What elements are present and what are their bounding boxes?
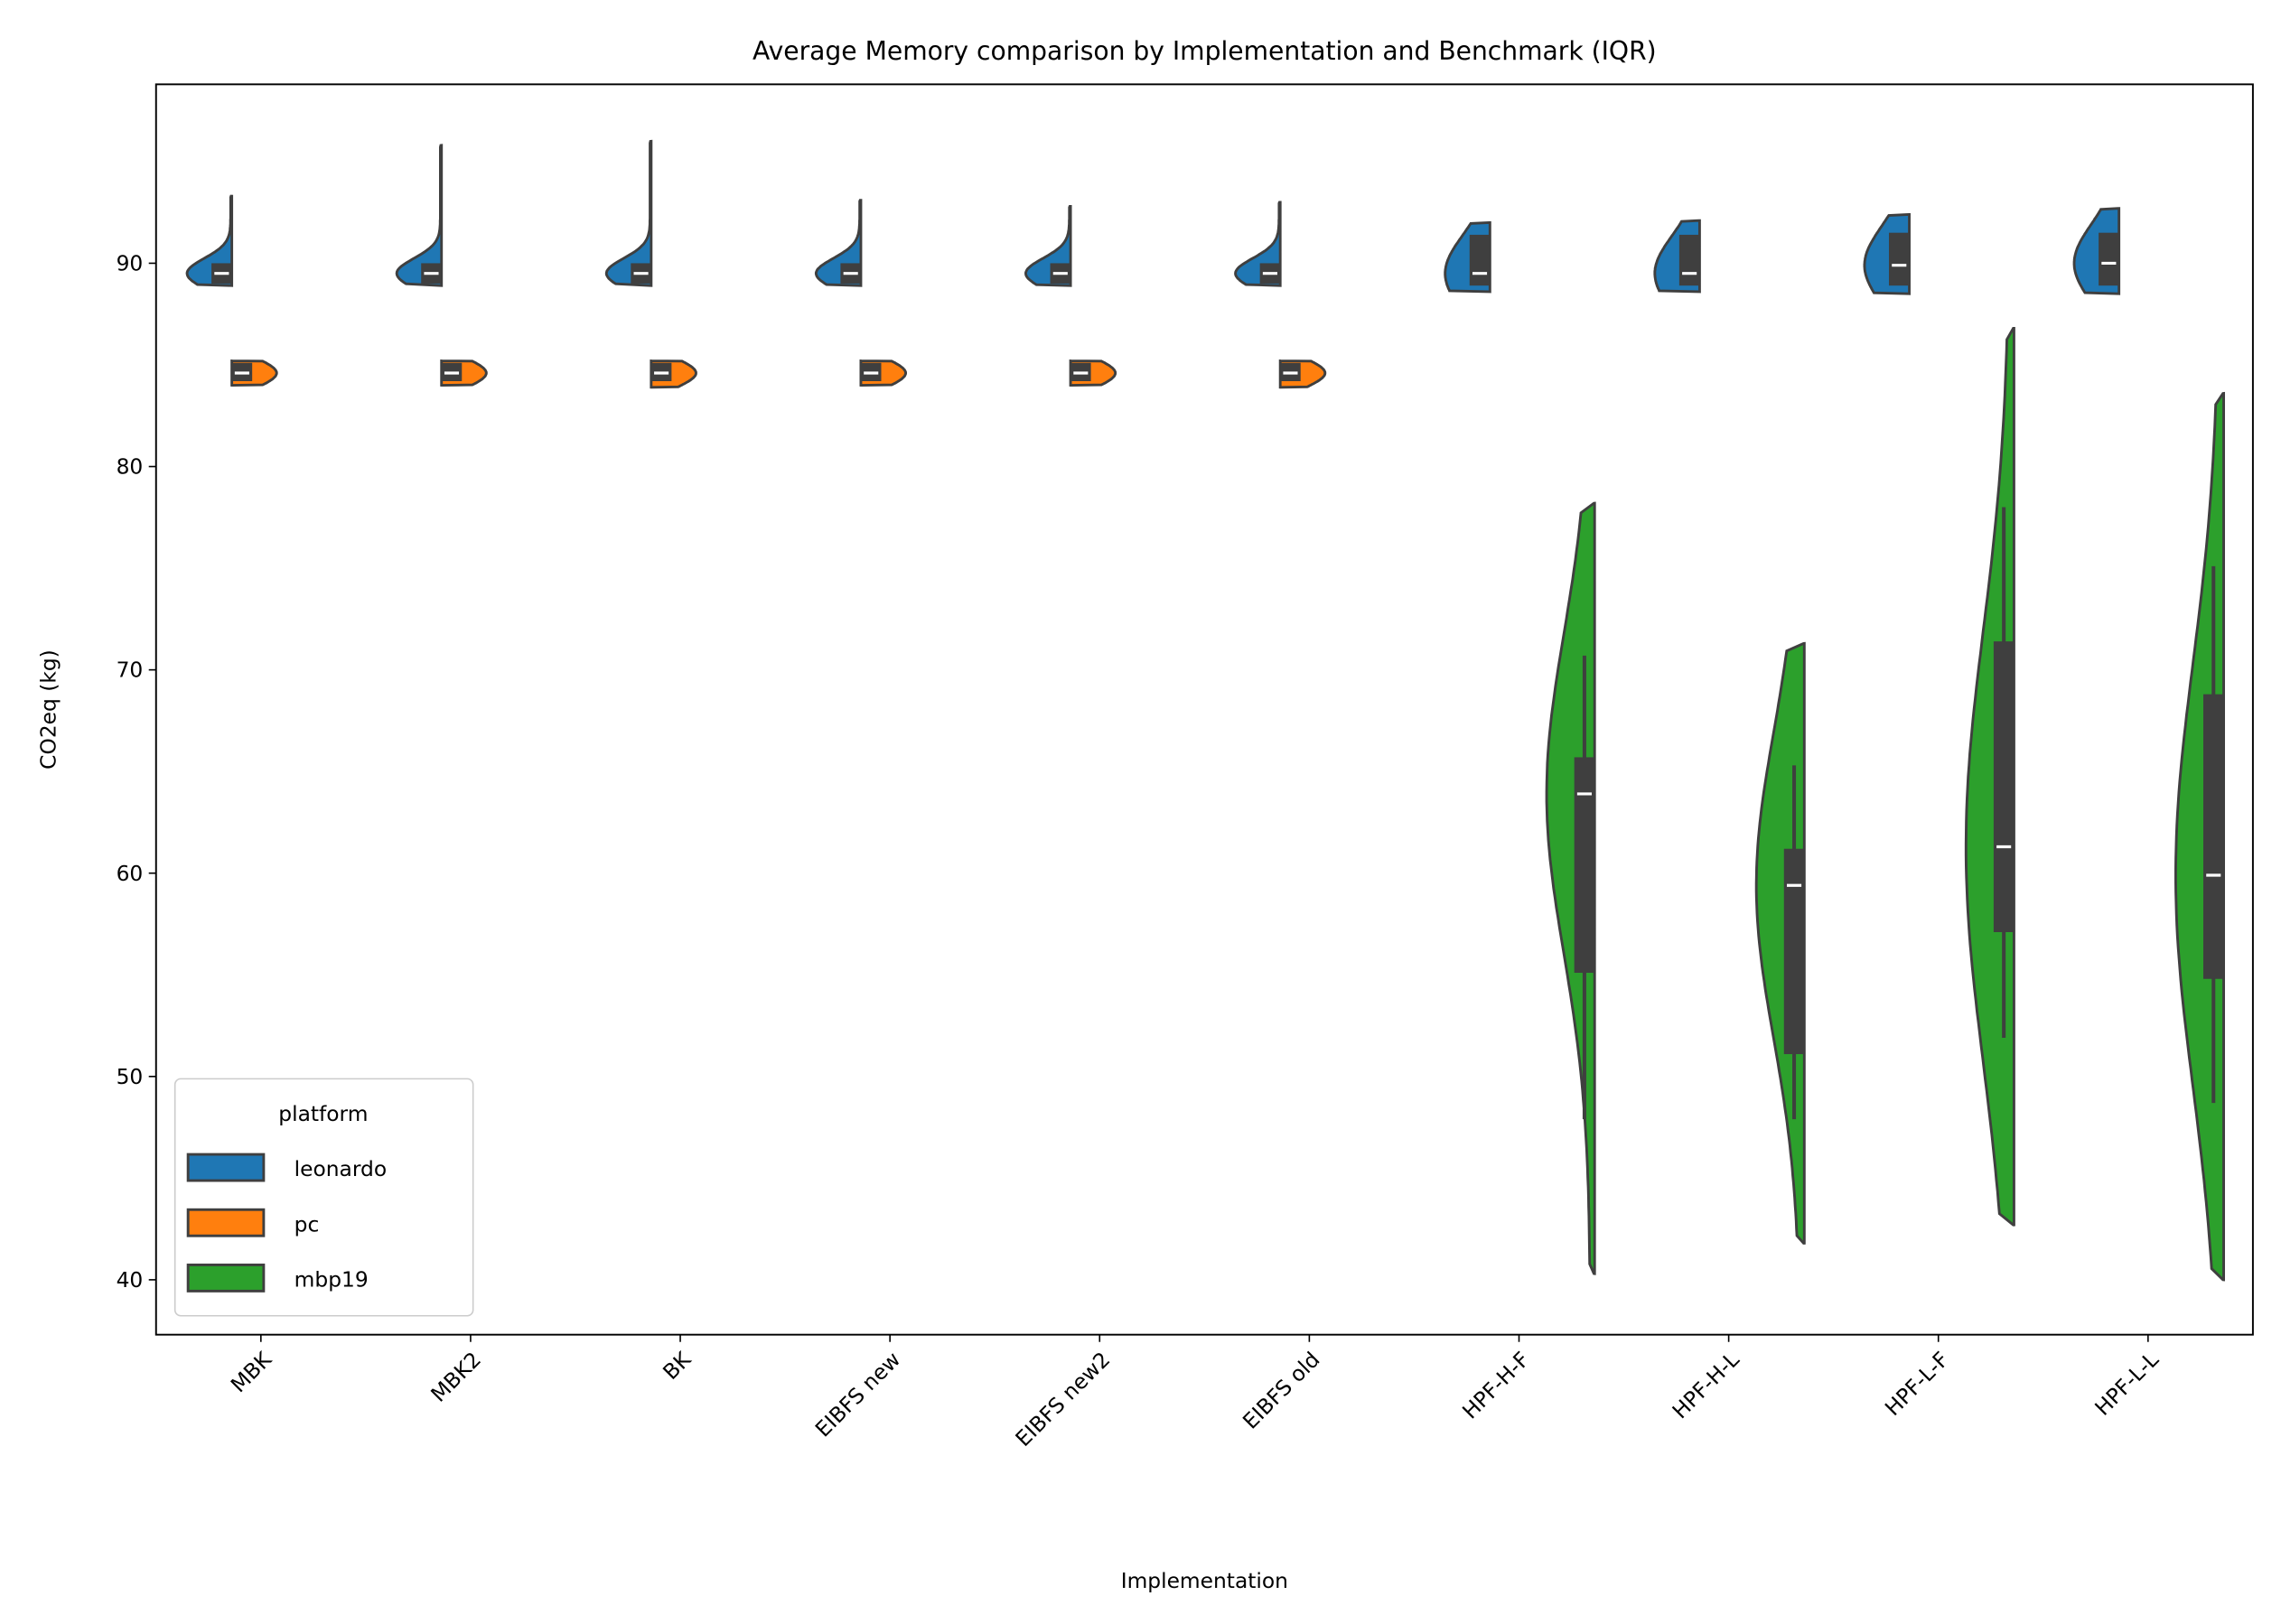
legend-label: leonardo	[294, 1156, 387, 1181]
y-tick-label: 60	[117, 861, 144, 886]
legend-swatch	[186, 1263, 266, 1293]
legend-swatch	[186, 1153, 266, 1182]
iqr-box	[1574, 757, 1595, 974]
x-tick-label: HPF-L-L	[2089, 1347, 2164, 1421]
iqr-box	[1993, 641, 2015, 932]
x-tick-label: MBK	[226, 1347, 277, 1398]
iqr-box	[2099, 232, 2119, 286]
x-tick-label: EIBFS new2	[1010, 1347, 1115, 1451]
x-tick-label: MBK2	[425, 1347, 486, 1407]
y-tick-label: 90	[117, 250, 144, 275]
violin-body	[185, 194, 234, 287]
x-tick-label: BK	[658, 1347, 696, 1385]
x-tick-label: HPF-L-F	[1880, 1347, 1954, 1421]
legend-swatch	[186, 1208, 266, 1237]
violin-body	[604, 139, 653, 287]
iqr-box	[2203, 694, 2224, 979]
y-tick-label: 50	[117, 1064, 144, 1089]
x-tick-label: HPF-H-F	[1457, 1347, 1534, 1423]
iqr-box	[1469, 234, 1491, 286]
legend-label: pc	[294, 1211, 320, 1237]
chart-title: Average Memory comparison by Implementat…	[753, 36, 1657, 66]
legend-label: mbp19	[294, 1267, 369, 1293]
y-tick-label: 40	[117, 1267, 144, 1293]
violin-body	[395, 144, 444, 287]
x-axis-label: Implementation	[1121, 1568, 1288, 1593]
iqr-box	[1888, 232, 1910, 286]
x-tick-label: HPF-H-L	[1668, 1347, 1744, 1423]
legend: platform leonardo pc mbp19	[173, 1078, 474, 1317]
legend-frame	[173, 1078, 474, 1317]
y-axis-label: CO2eq (kg)	[36, 649, 61, 770]
iqr-box	[1783, 848, 1805, 1055]
x-tick-label: EIBFS new	[810, 1347, 905, 1442]
plot-frame	[154, 83, 2254, 1336]
iqr-box	[1678, 234, 1700, 286]
legend-title: platform	[278, 1101, 368, 1126]
y-tick-label: 80	[117, 454, 144, 480]
x-tick-label: EIBFS old	[1238, 1347, 1324, 1433]
y-tick-label: 70	[117, 658, 144, 683]
